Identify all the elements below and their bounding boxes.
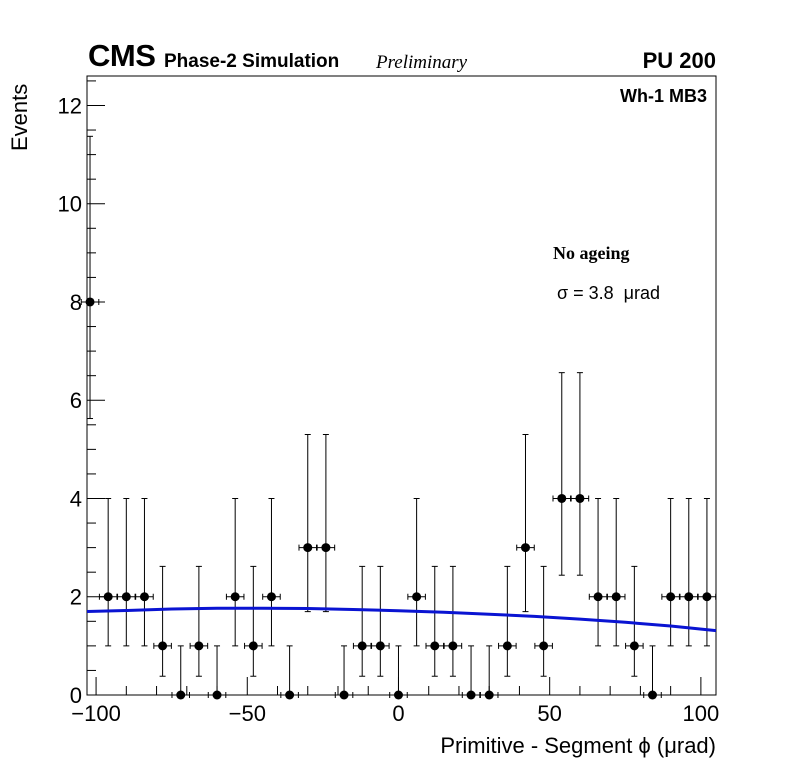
data-point (158, 641, 168, 651)
data-point (684, 592, 694, 602)
data-point (230, 592, 240, 602)
data-point (647, 690, 657, 700)
data-point (430, 641, 440, 651)
data-point (212, 690, 222, 700)
data-point (393, 690, 403, 700)
data-point (339, 690, 349, 700)
cms-logo: CMS (88, 38, 156, 73)
data-point (139, 592, 149, 602)
y-axis: 0 2 4 6 8 10 12 (58, 80, 105, 708)
y-tick-label: 8 (70, 290, 82, 315)
fit-curve-group (86, 606, 717, 633)
data-point (629, 641, 639, 651)
y-tick-label: 10 (58, 192, 82, 217)
data-point (375, 641, 385, 651)
data-point (176, 690, 186, 700)
y-axis-label: Events (7, 84, 32, 151)
x-tick-label: −50 (229, 701, 266, 726)
x-tick-label: 100 (683, 701, 720, 726)
cms-subtitle: Phase-2 Simulation (164, 51, 340, 72)
data-point (357, 641, 367, 651)
data-point (539, 641, 549, 651)
data-point (702, 592, 712, 602)
preliminary-label: Preliminary (376, 52, 468, 73)
data-point (266, 592, 276, 602)
plot-frame (86, 75, 717, 696)
data-point (466, 690, 476, 700)
y-tick-label: 6 (70, 388, 82, 413)
data-point (484, 690, 494, 700)
data-point (121, 592, 131, 602)
pileup-label: PU 200 (642, 48, 716, 73)
data-point (666, 592, 676, 602)
data-point (303, 543, 313, 553)
data-point (194, 641, 204, 651)
data-point (248, 641, 258, 651)
data-points (85, 297, 712, 700)
data-point (321, 543, 331, 553)
x-tick-label: 0 (392, 701, 404, 726)
data-point (412, 592, 422, 602)
data-point (448, 641, 458, 651)
y-tick-label: 2 (70, 585, 82, 610)
x-axis: −100 −50 0 50 100 (71, 677, 719, 726)
fit-curve (86, 606, 717, 633)
data-point (520, 543, 530, 553)
error-bars (80, 135, 717, 698)
y-tick-label: 4 (70, 486, 82, 511)
fit-result-label: σ = 3.8 μrad (557, 283, 660, 303)
x-tick-label: 50 (537, 701, 561, 726)
data-point (575, 493, 585, 503)
data-point (593, 592, 603, 602)
station-label: Wh-1 MB3 (620, 86, 707, 106)
data-point (85, 297, 95, 307)
y-tick-label: 0 (70, 683, 82, 708)
data-point (502, 641, 512, 651)
y-tick-label: 12 (58, 93, 82, 118)
condition-label: No ageing (553, 243, 630, 263)
data-point (611, 592, 621, 602)
data-point (285, 690, 295, 700)
x-axis-label: Primitive - Segment ϕ (μrad) (440, 733, 716, 758)
x-tick-label: −100 (71, 701, 121, 726)
data-point (557, 493, 567, 503)
data-point (103, 592, 113, 602)
